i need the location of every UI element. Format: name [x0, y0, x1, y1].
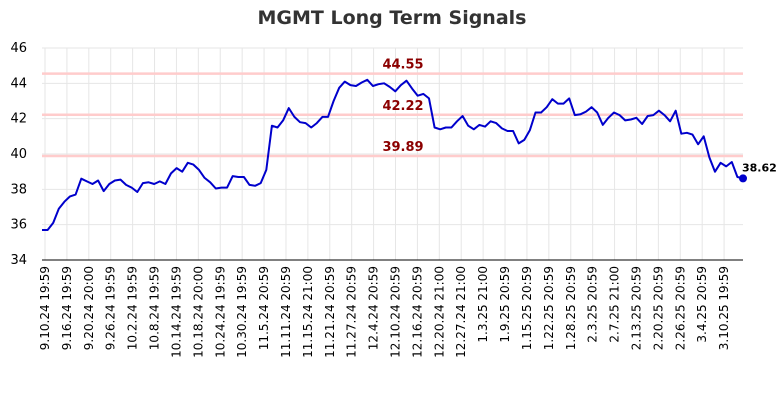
x-tick-label: 1.22.25 20:59: [542, 266, 556, 350]
x-tick-label: 10.18.24 20:00: [191, 266, 205, 358]
x-tick-label: 3.10.25 19:59: [717, 266, 731, 350]
x-tick-label: 12.20.24 21:00: [432, 266, 446, 358]
x-tick-label: 2.13.25 20:59: [629, 266, 643, 350]
x-tick-label: 10.2.24 19:59: [126, 266, 140, 350]
y-tick-label: 40: [10, 147, 27, 162]
x-tick-label: 12.16.24 20:59: [410, 266, 424, 358]
x-tick-label: 11.11.24 20:59: [279, 266, 293, 358]
x-tick-label: 10.24.24 19:59: [213, 266, 227, 358]
last-point-marker: [739, 174, 747, 183]
x-tick-label: 11.15.24 21:00: [301, 266, 315, 358]
x-tick-label: 11.27.24 20:59: [345, 266, 359, 358]
x-tick-label: 12.10.24 20:59: [389, 266, 403, 358]
x-tick-label: 2.26.25 20:59: [673, 266, 687, 350]
x-tick-label: 1.3.25 21:00: [476, 266, 490, 343]
y-tick-label: 38: [10, 182, 27, 197]
y-tick-label: 44: [10, 76, 27, 91]
x-tick-label: 1.15.25 20:59: [520, 266, 534, 350]
x-tick-label: 10.14.24 19:59: [169, 266, 183, 358]
y-tick-label: 34: [10, 253, 27, 268]
x-tick-label: 3.4.25 20:59: [695, 266, 709, 343]
x-tick-label: 9.10.24 19:59: [38, 266, 52, 350]
x-tick-label: 9.26.24 19:59: [104, 266, 118, 350]
x-tick-label: 2.7.25 21:00: [608, 266, 622, 343]
x-tick-label: 12.4.24 20:59: [367, 266, 381, 350]
chart-title: MGMT Long Term Signals: [257, 7, 527, 29]
y-tick-label: 46: [10, 41, 27, 56]
x-tick-label: 2.20.25 20:59: [651, 266, 665, 350]
x-tick-label: 9.16.24 19:59: [60, 266, 74, 350]
reference-line-label: 44.55: [382, 58, 423, 73]
x-tick-label: 2.3.25 20:59: [586, 266, 600, 343]
x-tick-label: 9.20.24 20:00: [82, 266, 96, 350]
x-tick-label: 10.30.24 19:59: [235, 266, 249, 358]
x-tick-label: 11.5.24 20:59: [257, 266, 271, 350]
x-tick-label: 11.21.24 20:59: [323, 266, 337, 358]
reference-line-label: 42.22: [382, 99, 423, 114]
x-tick-label: 1.28.25 20:59: [564, 266, 578, 350]
reference-line-label: 39.89: [382, 140, 423, 155]
x-tick-label: 1.9.25 20:59: [498, 266, 512, 343]
y-tick-label: 36: [10, 218, 27, 233]
price-line: [42, 78, 744, 231]
last-point-label: 38.62: [742, 161, 777, 174]
x-tick-label: 12.27.24 21:00: [454, 266, 468, 358]
x-tick-label: 10.8.24 19:59: [148, 266, 162, 350]
y-tick-label: 42: [10, 112, 27, 127]
